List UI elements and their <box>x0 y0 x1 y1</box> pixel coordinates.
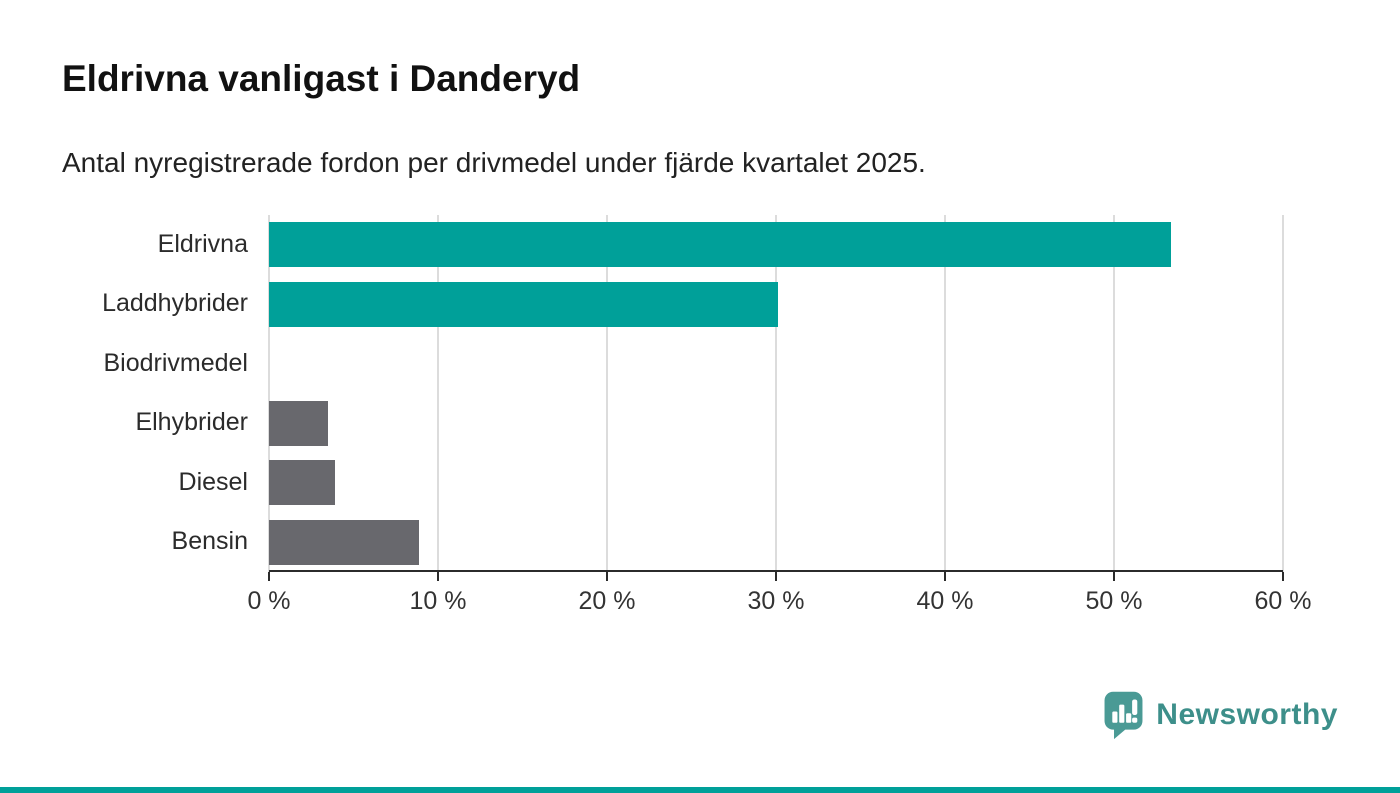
category-label-bensin: Bensin <box>171 527 248 556</box>
x-axis-tick-10 <box>437 572 439 581</box>
x-axis-tick-0 <box>268 572 270 581</box>
chart-title: Eldrivna vanligast i Danderyd <box>62 58 581 99</box>
bar-bensin <box>269 519 420 565</box>
x-axis-tick-50 <box>1113 572 1115 581</box>
newsworthy-logo-text: Newsworthy <box>1156 698 1338 731</box>
bar-laddhybrider <box>269 281 778 327</box>
category-label-diesel: Diesel <box>178 467 248 496</box>
category-label-biodrivmedel: Biodrivmedel <box>103 348 248 377</box>
category-label-eldrivna: Eldrivna <box>157 229 248 258</box>
category-label-elhybrider: Elhybrider <box>135 408 248 437</box>
gridline-20 <box>606 215 608 572</box>
gridline-50 <box>1113 215 1115 572</box>
gridline-0 <box>268 215 270 572</box>
newsworthy-logo-icon <box>1104 691 1143 740</box>
gridline-30 <box>775 215 777 572</box>
gridline-60 <box>1282 215 1284 572</box>
x-axis-tick-label-40: 40 % <box>916 587 974 615</box>
x-axis-tick-label-0: 0 % <box>247 587 291 615</box>
chart-subtitle: Antal nyregistrerade fordon per drivmede… <box>62 147 926 178</box>
x-axis-tick-label-50: 50 % <box>1085 587 1143 615</box>
bar-eldrivna <box>269 222 1172 268</box>
brand-accent-strip <box>0 787 1400 793</box>
x-axis-tick-60 <box>1282 572 1284 581</box>
bar-row <box>269 400 1283 446</box>
newsworthy-logo: Newsworthy <box>1102 690 1338 740</box>
x-axis-tick-40 <box>944 572 946 581</box>
bar-row <box>269 519 1283 565</box>
category-label-laddhybrider: Laddhybrider <box>102 289 248 318</box>
bar-row <box>269 281 1283 327</box>
x-axis-tick-label-60: 60 % <box>1254 587 1312 615</box>
bar-row <box>269 341 1283 386</box>
gridline-40 <box>944 215 946 572</box>
bar-chart-plot: Eldrivna Laddhybrider Biodrivmedel Elhybrid… <box>102 215 1311 615</box>
x-axis-tick-label-30: 30 % <box>747 587 805 615</box>
bar-elhybrider <box>269 400 329 446</box>
bar-row <box>269 460 1283 506</box>
x-axis-line <box>269 570 1283 572</box>
x-axis-tick-20 <box>606 572 608 581</box>
gridline-10 <box>437 215 439 572</box>
x-axis-tick-label-10: 10 % <box>409 587 467 615</box>
bar-row <box>269 222 1283 268</box>
x-axis-tick-label-20: 20 % <box>578 587 636 615</box>
x-axis-tick-30 <box>775 572 777 581</box>
bar-diesel <box>269 460 335 506</box>
